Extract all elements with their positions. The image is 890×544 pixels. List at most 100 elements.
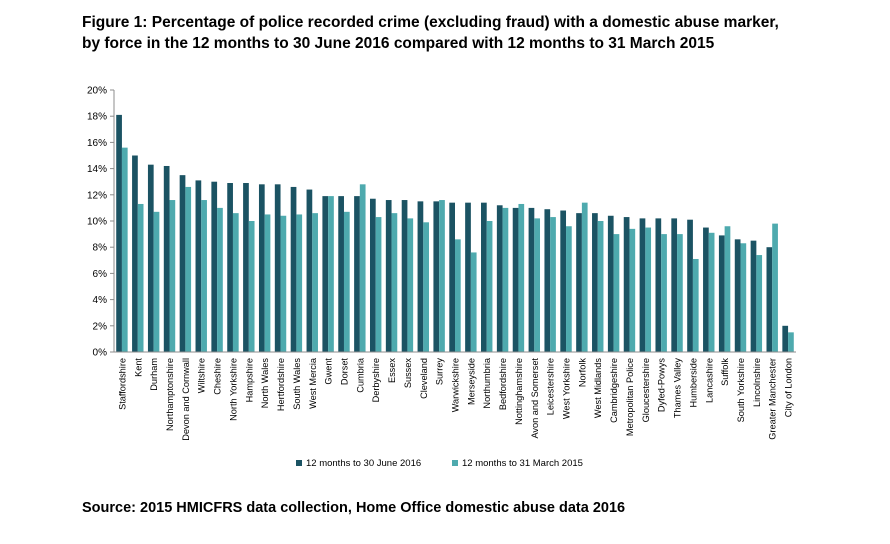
bar-series2 [312, 213, 318, 352]
bar-series1 [623, 217, 630, 352]
bar-series2 [486, 221, 493, 352]
y-tick-label: 8% [93, 243, 108, 254]
bar-series2 [264, 214, 271, 352]
bar-series1 [179, 175, 186, 352]
x-category-label: Hampshire [244, 358, 254, 402]
x-category-label: Surrey [435, 358, 445, 385]
y-tick-label: 4% [93, 295, 108, 306]
bar-series1 [290, 186, 297, 352]
bar-series2 [455, 239, 461, 352]
y-tick-label: 20% [87, 86, 107, 97]
bar-series2 [328, 196, 334, 352]
x-category-label: Merseyside [466, 358, 476, 405]
x-category-label: South Wales [292, 358, 302, 410]
figure-title-line-2: by force in the 12 months to 30 June 201… [82, 35, 715, 52]
x-category-label: Staffordshire [117, 358, 127, 410]
bar-series2 [502, 207, 509, 352]
bar-series1 [163, 165, 170, 352]
x-category-label: Lincolnshire [752, 358, 762, 407]
bar-series1 [211, 181, 218, 352]
bar-series1 [116, 114, 122, 352]
x-category-label: North Yorkshire [228, 358, 238, 421]
bar-series2 [756, 255, 763, 352]
bar-series2 [121, 147, 128, 352]
x-category-label: Cleveland [419, 358, 429, 399]
x-category-label: Cumbria [355, 357, 365, 393]
bar-series1 [639, 218, 646, 352]
bar-series1 [322, 196, 329, 352]
bar-series2 [375, 217, 382, 352]
bar-series2 [661, 234, 667, 352]
bar-series2 [232, 213, 239, 352]
x-category-label: West Yorkshire [562, 358, 572, 419]
y-tick-label: 2% [93, 321, 108, 332]
bar-series1 [528, 207, 535, 352]
y-tick-label: 14% [87, 164, 107, 175]
bar-series1 [449, 202, 455, 352]
x-category-label: Warwickshire [451, 358, 461, 412]
bar-series1 [306, 189, 313, 352]
bar-series1 [718, 235, 725, 352]
bar-series1 [703, 227, 709, 352]
bar-series1 [385, 200, 392, 352]
legend-swatch-series2 [452, 460, 458, 466]
x-category-label: West Mercia [308, 357, 318, 409]
x-category-label: Lancashire [704, 358, 714, 403]
bar-series1 [227, 183, 233, 352]
x-category-label: Nottinghamshire [514, 358, 524, 425]
bar-series1 [782, 325, 789, 352]
bar-series2 [692, 258, 699, 352]
figure-title: Figure 1: Percentage of police recorded … [82, 12, 882, 54]
x-category-label: South Yorkshire [736, 358, 746, 422]
x-category-label: Devon and Cornwall [181, 358, 191, 441]
bar-series2 [153, 211, 160, 352]
bar-series1 [481, 202, 487, 352]
bar-series1 [592, 213, 598, 352]
bar-series1 [496, 205, 503, 352]
x-category-label: Essex [387, 358, 397, 383]
bar-series2 [597, 221, 604, 352]
x-category-label: Suffolk [720, 358, 730, 386]
bar-series2 [534, 218, 541, 352]
bar-series1 [147, 164, 154, 352]
bar-series2 [280, 215, 287, 352]
bar-series1 [195, 180, 202, 352]
bar-series2 [740, 243, 747, 352]
bar-series1 [354, 196, 360, 352]
bar-series1 [544, 209, 551, 352]
bar-series1 [132, 155, 138, 352]
x-category-label: North Wales [260, 358, 270, 409]
bar-series2 [296, 214, 303, 352]
bar-series1 [417, 201, 424, 352]
bar-series2 [470, 252, 477, 352]
source-note: Source: 2015 HMICFRS data collection, Ho… [82, 500, 626, 516]
bar-series2 [772, 223, 778, 352]
bar-series2 [185, 186, 192, 352]
x-category-label: Humberside [688, 358, 698, 408]
bar-series1 [274, 184, 281, 352]
bar-series2 [518, 203, 525, 352]
y-tick-label: 0% [93, 348, 108, 359]
x-category-label: Gwent [324, 358, 334, 385]
x-category-label: Leicestershire [546, 358, 556, 415]
bar-series1 [576, 213, 582, 352]
legend-swatch-series1 [296, 460, 302, 466]
bar-series1 [258, 184, 265, 352]
bar-series1 [687, 219, 693, 352]
x-category-label: Kent [133, 358, 143, 377]
x-category-label: Avon and Somerset [530, 358, 540, 439]
bar-series2 [788, 332, 794, 352]
y-tick-label: 12% [87, 190, 107, 201]
bar-series2 [708, 232, 715, 352]
bar-series2 [137, 203, 144, 352]
x-category-label: Dorset [339, 358, 349, 386]
bar-series2 [581, 202, 588, 352]
bar-series2 [550, 217, 556, 352]
bar-series2 [169, 200, 176, 352]
y-tick-label: 18% [87, 112, 107, 123]
bar-series1 [607, 215, 614, 352]
x-category-label: Northumbria [482, 357, 492, 408]
x-category-label: Gloucestershire [641, 358, 651, 422]
x-category-label: Hertfordshire [276, 358, 286, 411]
